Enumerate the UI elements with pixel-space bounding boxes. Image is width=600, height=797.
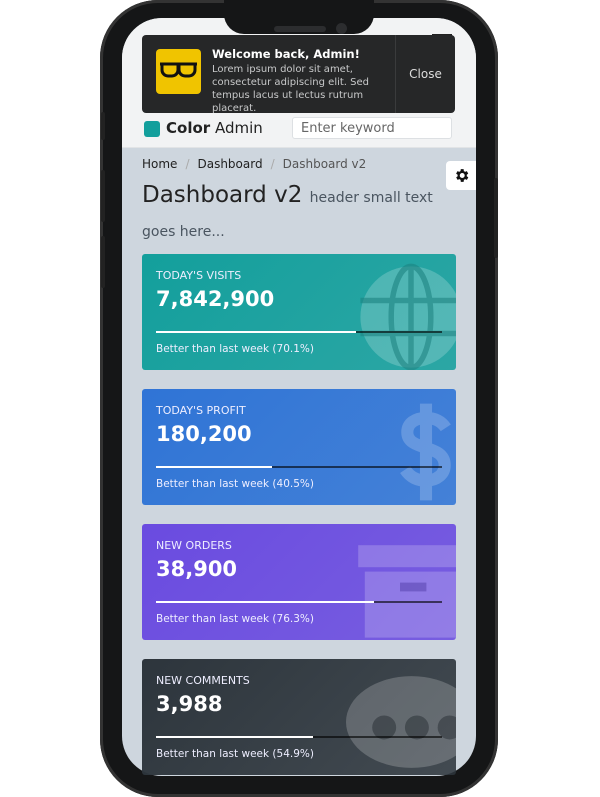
stat-value: 38,900	[156, 557, 238, 581]
stat-card: NEW COMMENTS 3,988 Better than last week (…	[142, 659, 456, 775]
phone-speaker	[274, 26, 326, 32]
stat-card: TODAY'S VISITS 7,842,900 Better than last …	[142, 254, 456, 370]
glasses-icon	[156, 49, 201, 94]
logo-icon	[144, 121, 160, 137]
phone-volume-up-button	[101, 170, 105, 222]
stat-card: TODAY'S PROFIT 180,200 Better than last we…	[142, 389, 456, 505]
stat-card: NEW ORDERS 38,900 Better than last week (7…	[142, 524, 456, 640]
search-input[interactable]: Enter keyword	[292, 117, 452, 139]
stat-description: Better than last week (40.5%)	[156, 478, 314, 490]
stat-label: NEW ORDERS	[156, 539, 232, 552]
stat-label: TODAY'S PROFIT	[156, 404, 246, 417]
stat-progress	[156, 736, 442, 738]
welcome-notification: Welcome back, Admin! Lorem ipsum dolor s…	[142, 35, 455, 114]
phone-camera	[336, 23, 347, 34]
stat-progress-fill	[156, 736, 313, 738]
stat-description: Better than last week (76.3%)	[156, 613, 314, 625]
stat-description: Better than last week (54.9%)	[156, 748, 314, 760]
breadcrumb-dashboard[interactable]: Dashboard	[197, 157, 263, 171]
notification-title: Welcome back, Admin!	[212, 47, 360, 61]
page-header: Dashboard v2 header small text goes here…	[142, 181, 442, 249]
stat-label: TODAY'S VISITS	[156, 269, 242, 282]
stat-label: NEW COMMENTS	[156, 674, 250, 687]
stat-progress	[156, 601, 442, 603]
logo[interactable]: Color Admin	[166, 119, 263, 137]
phone-volume-down-button	[101, 236, 105, 288]
comments-icon	[346, 676, 456, 768]
stat-progress-fill	[156, 331, 357, 333]
stat-progress	[156, 331, 442, 333]
page-title: Dashboard v2	[142, 182, 303, 208]
phone-power-button	[494, 178, 498, 258]
notification-text: Lorem ipsum dolor sit amet, consectetur …	[212, 64, 370, 114]
theme-settings-button[interactable]	[446, 161, 476, 190]
breadcrumb: Home / Dashboard / Dashboard v2	[142, 157, 367, 171]
stat-progress-fill	[156, 601, 375, 603]
stat-progress	[156, 466, 442, 468]
stat-value: 7,842,900	[156, 287, 275, 311]
breadcrumb-home[interactable]: Home	[142, 157, 178, 171]
stat-progress-fill	[156, 466, 272, 468]
stat-value: 180,200	[156, 422, 252, 446]
close-button[interactable]: Close	[395, 35, 455, 113]
archive-icon	[358, 545, 456, 638]
page-subtitle: header small text goes here...	[142, 190, 433, 240]
globe-icon	[360, 263, 456, 370]
gear-icon	[455, 169, 468, 182]
dollar-icon	[400, 403, 451, 501]
stat-value: 3,988	[156, 692, 223, 716]
stat-description: Better than last week (70.1%)	[156, 343, 314, 355]
phone-mute-button	[101, 112, 105, 140]
breadcrumb-current: Dashboard v2	[282, 157, 367, 171]
